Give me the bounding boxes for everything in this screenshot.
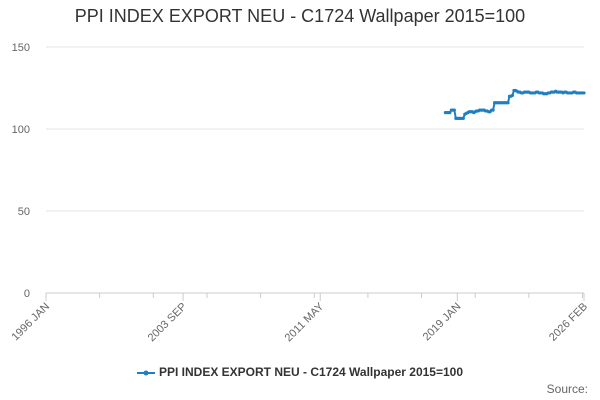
x-tick-label: 2026 FEB bbox=[547, 301, 590, 344]
y-tick-label: 100 bbox=[12, 124, 30, 136]
data-point bbox=[448, 111, 452, 115]
legend-symbol-icon bbox=[136, 370, 155, 376]
x-tick-label: 2003 SEP bbox=[146, 301, 190, 345]
data-point bbox=[582, 91, 586, 95]
y-tick-label: 50 bbox=[18, 206, 30, 218]
data-point bbox=[461, 116, 465, 120]
legend-label: PPI INDEX EXPORT NEU - C1724 Wallpaper 2… bbox=[158, 365, 463, 379]
x-axis: 1996 JAN 2003 SEP 2011 MAY 2019 JAN 2026 FEB bbox=[9, 292, 590, 345]
x-tick-label: 2019 JAN bbox=[421, 301, 464, 344]
data-point bbox=[452, 108, 456, 112]
y-tick-label: 150 bbox=[12, 42, 30, 54]
x-tick-label: 1996 JAN bbox=[9, 301, 52, 344]
data-point bbox=[510, 93, 515, 97]
data-point bbox=[491, 108, 495, 112]
series-layer bbox=[443, 88, 586, 120]
grid-lines bbox=[46, 46, 584, 212]
legend[interactable]: PPI INDEX EXPORT NEU - C1724 Wallpaper 2… bbox=[0, 365, 600, 379]
data-point bbox=[506, 101, 510, 105]
y-tick-label: 0 bbox=[24, 288, 30, 300]
chart-title: PPI INDEX EXPORT NEU - C1724 Wallpaper 2… bbox=[74, 6, 526, 26]
x-tick-label: 2011 MAY bbox=[283, 300, 327, 344]
source-label: Source: bbox=[546, 382, 588, 396]
y-axis-labels: 0 50 100 150 bbox=[12, 42, 30, 300]
